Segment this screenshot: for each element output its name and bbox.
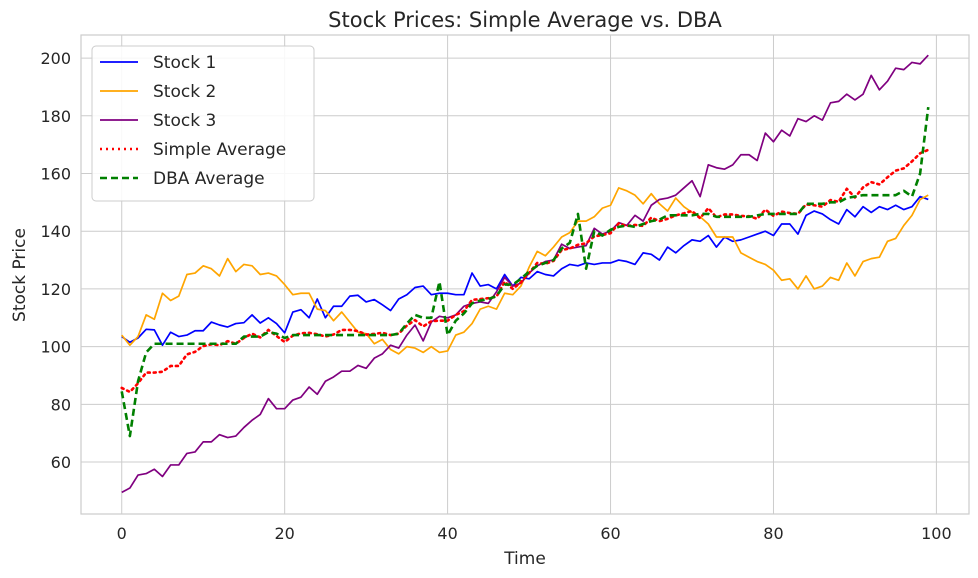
x-axis-label: Time	[503, 549, 546, 569]
legend-box	[91, 45, 315, 202]
plot-frame	[80, 34, 970, 515]
y-tick-label: 140	[40, 222, 71, 241]
legend: Stock 1 Stock 2 Stock 3 Simple Average DBA A…	[91, 45, 315, 202]
y-tick-label: 60	[51, 453, 71, 472]
y-tick-label: 180	[40, 107, 71, 126]
x-tick-label: 80	[763, 524, 783, 543]
y-axis-label: Stock Price	[10, 228, 30, 322]
legend-label: DBA Average	[153, 169, 265, 189]
series-line-1	[121, 195, 929, 347]
series-lines	[120, 54, 930, 494]
legend-label: Stock 1	[153, 53, 216, 73]
y-tick-label: 160	[40, 165, 71, 184]
y-tick-label: 120	[40, 280, 71, 299]
x-tick-label: 60	[600, 524, 620, 543]
x-tick-label: 100	[921, 524, 952, 543]
x-tick-label: 40	[437, 524, 457, 543]
y-tick-label: 200	[40, 49, 71, 68]
y-tick-label: 100	[40, 338, 71, 357]
x-tick-label: 20	[274, 524, 294, 543]
legend-label: Simple Average	[153, 140, 286, 160]
legend-label: Stock 3	[153, 111, 216, 131]
series-line-2	[121, 187, 929, 355]
legend-label: Stock 2	[153, 82, 216, 102]
chart-title: Stock Prices: Simple Average vs. DBA	[328, 8, 722, 32]
tick-labels: 0 20 40 60 80 100 60 80 100 120 140 160 180 200	[40, 49, 951, 543]
x-tick-label: 0	[117, 524, 127, 543]
series-line-5	[120, 106, 930, 438]
y-tick-label: 80	[51, 395, 71, 414]
